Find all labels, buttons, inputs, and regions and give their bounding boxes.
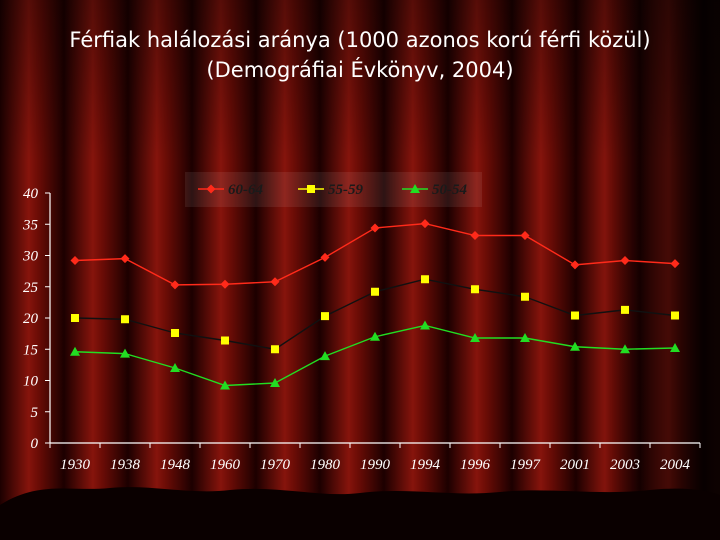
legend-marker-55-59 [307, 185, 315, 193]
x-tick-label: 2004 [660, 457, 691, 473]
x-tick-label: 2003 [610, 457, 640, 473]
data-point-60-64 [170, 280, 180, 290]
data-point-60-64 [420, 219, 430, 229]
x-tick-label: 1930 [60, 457, 91, 473]
chart-legend: 60-64 55-59 50-54 [185, 172, 482, 207]
data-point-55-59 [521, 292, 529, 301]
x-tick-label: 1948 [160, 457, 191, 473]
data-point-55-59 [121, 315, 129, 324]
data-point-50-54 [370, 331, 380, 341]
data-point-55-59 [621, 305, 629, 314]
x-tick-label: 1996 [460, 457, 491, 473]
y-tick-label: 30 [22, 249, 39, 265]
data-point-60-64 [70, 256, 80, 265]
x-tick-label: 1960 [210, 457, 241, 473]
legend-label-55-59: 55-59 [328, 182, 363, 198]
data-point-60-64 [370, 223, 380, 233]
y-tick-label: 20 [23, 311, 39, 327]
series-line-60-64 [74, 222, 676, 286]
legend-marker-50-54 [410, 184, 420, 193]
data-point-50-54 [470, 333, 480, 342]
legend-label-50-54: 50-54 [432, 182, 467, 198]
legend-label-60-64: 60-64 [228, 182, 263, 198]
data-point-50-54 [120, 348, 130, 358]
data-point-60-64 [470, 231, 480, 240]
chart-subtitle: (Demográfiai Évkönyv, 2004) [206, 58, 514, 82]
x-tick-label: 1980 [310, 457, 341, 473]
y-tick-label: 0 [31, 436, 39, 452]
x-tick-label: 1990 [360, 457, 391, 473]
y-tick-label: 40 [23, 186, 39, 202]
data-point-60-64 [220, 279, 230, 289]
data-point-55-59 [421, 275, 429, 284]
data-point-50-54 [420, 320, 430, 330]
data-point-60-64 [670, 259, 680, 269]
data-point-60-64 [270, 277, 280, 287]
data-point-60-64 [520, 231, 530, 240]
data-point-50-54 [170, 363, 180, 372]
data-point-60-64 [320, 252, 330, 262]
data-point-55-59 [171, 329, 179, 337]
data-point-50-54 [220, 380, 230, 390]
x-tick-label: 2001 [560, 457, 590, 473]
x-tick-label: 1970 [260, 457, 291, 473]
y-axis-ticks: 0 5 10 15 20 25 30 35 40 [22, 186, 50, 452]
series-markers [70, 219, 680, 390]
data-point-50-54 [270, 378, 280, 387]
y-tick-label: 10 [23, 374, 39, 390]
data-point-60-64 [570, 260, 580, 270]
y-tick-label: 35 [22, 217, 39, 233]
legend-marker-60-64 [206, 184, 216, 194]
data-point-50-54 [670, 343, 680, 352]
data-point-50-54 [620, 344, 630, 354]
data-point-55-59 [271, 345, 279, 354]
data-point-50-54 [520, 333, 530, 342]
data-point-55-59 [571, 311, 579, 320]
y-tick-label: 5 [31, 405, 39, 421]
y-tick-label: 25 [23, 280, 39, 296]
data-point-55-59 [371, 287, 379, 296]
data-point-60-64 [120, 254, 130, 264]
x-tick-label: 1997 [510, 457, 542, 473]
data-point-60-64 [620, 256, 630, 265]
data-point-50-54 [320, 351, 330, 361]
x-tick-label: 1994 [410, 457, 441, 473]
legend-box [185, 172, 482, 207]
data-point-55-59 [321, 312, 329, 321]
data-point-50-54 [570, 341, 580, 351]
x-axis-ticks: 1930 1938 1948 1960 1970 1980 1990 1994 1996 1997… [49, 443, 701, 473]
data-point-55-59 [471, 285, 479, 294]
data-point-55-59 [221, 336, 229, 345]
data-point-55-59 [71, 314, 79, 322]
x-tick-label: 1938 [110, 457, 141, 473]
series-lines [74, 222, 676, 387]
y-tick-label: 15 [23, 342, 39, 358]
data-point-50-54 [70, 346, 80, 356]
floor-silhouette [0, 487, 720, 540]
chart-title: Férfiak halálozási aránya (1000 azonos k… [69, 28, 651, 52]
data-point-55-59 [671, 311, 679, 320]
